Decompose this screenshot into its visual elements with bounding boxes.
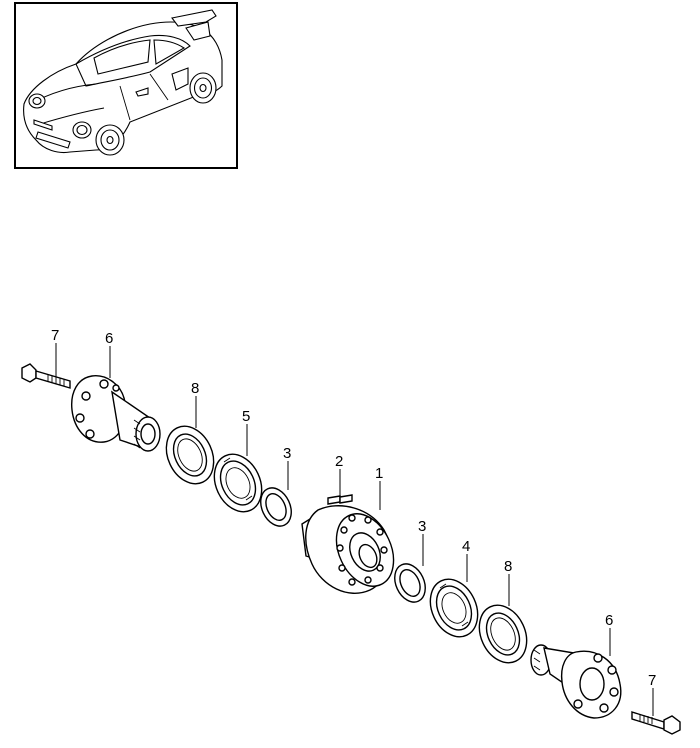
callout-6-right: 6 <box>605 612 613 629</box>
callout-7-right: 7 <box>648 672 656 689</box>
part-6-flange-left <box>71 375 161 452</box>
car-illustration <box>23 9 223 156</box>
callout-3-right: 3 <box>418 518 426 535</box>
part-4-bearing-right <box>429 578 479 638</box>
part-1-differential <box>301 505 395 594</box>
part-2-pin <box>327 494 353 505</box>
callout-3-left: 3 <box>283 445 291 462</box>
vehicle-thumbnail <box>14 2 238 169</box>
leader-lines <box>55 343 654 716</box>
part-3-shim-left <box>260 487 292 527</box>
part-6-flange-right <box>530 644 622 719</box>
part-8-seal-right <box>478 604 528 664</box>
part-5-bearing-left <box>213 453 263 513</box>
callout-4: 4 <box>462 538 470 555</box>
part-3-shim-right <box>394 563 426 603</box>
part-7-bolt-right <box>631 711 681 735</box>
callout-7-left: 7 <box>51 327 59 344</box>
part-7-bolt-left <box>21 363 71 389</box>
callout-5: 5 <box>242 408 250 425</box>
part-8-seal-left <box>165 425 215 485</box>
callout-8-left: 8 <box>191 380 199 397</box>
callout-2: 2 <box>335 453 343 470</box>
callout-labels: 7 6 8 5 3 2 1 3 4 8 6 7 <box>51 327 656 689</box>
callout-6-left: 6 <box>105 330 113 347</box>
callout-8-right: 8 <box>504 558 512 575</box>
callout-1: 1 <box>375 465 383 482</box>
